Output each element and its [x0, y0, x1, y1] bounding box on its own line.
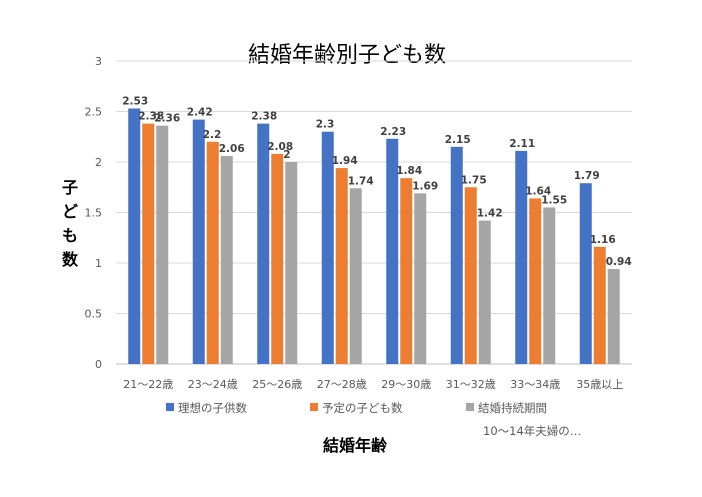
x-axis-categories: 21〜22歳 23〜24歳 25〜26歳 27〜28歳 29〜30歳 31〜32歳 33〜3…: [123, 378, 623, 391]
y-tick-label: 2: [95, 156, 102, 169]
x-axis-title: 結婚年齢: [323, 436, 388, 455]
data-label: 1.69: [412, 180, 438, 192]
y-axis-title-char: 数: [62, 250, 79, 269]
x-category-label: 33〜34歳: [510, 378, 560, 391]
x-category-label: 25〜26歳: [252, 378, 302, 391]
bar: [593, 246, 606, 364]
bar: [206, 141, 219, 364]
data-label: 2.38: [251, 111, 277, 123]
bar: [321, 131, 334, 364]
data-label: 2.2: [203, 129, 222, 141]
data-label: 2.15: [445, 134, 471, 146]
data-label: 1.94: [332, 155, 358, 167]
legend-swatch: [466, 403, 474, 411]
legend-label: 予定の子ども数: [322, 401, 403, 415]
bar: [271, 153, 284, 364]
x-category-label: 35歳以上: [576, 378, 623, 391]
data-label: 2.11: [509, 138, 535, 150]
x-category-label: 23〜24歳: [188, 378, 238, 391]
y-axis-title-char: も: [62, 226, 78, 245]
x-category-label: 31〜32歳: [446, 378, 496, 391]
bar: [285, 162, 298, 364]
y-tick-label: 3: [95, 55, 102, 68]
bar: [607, 269, 620, 364]
data-label: 1.75: [461, 174, 487, 186]
legend-swatch: [310, 403, 318, 411]
bar: [400, 178, 413, 364]
data-label: 2.23: [380, 126, 406, 138]
bar: [156, 125, 169, 364]
bar: [142, 123, 155, 365]
data-label: 1.79: [574, 170, 600, 182]
bar: [414, 193, 427, 364]
y-tick-label: 1: [95, 257, 102, 270]
data-label: 2: [283, 149, 290, 161]
bars: [128, 108, 620, 365]
y-tick-label: 0.5: [85, 308, 103, 321]
data-label: 2.53: [122, 95, 148, 107]
bar: [349, 188, 362, 364]
data-label: 1.55: [541, 194, 567, 206]
bar: [128, 108, 141, 364]
bar: [450, 146, 463, 364]
y-tick-label: 0: [95, 358, 102, 371]
bar: [386, 138, 399, 364]
y-tick-label: 2.5: [85, 106, 103, 119]
y-axis-title-char: 子: [62, 178, 78, 197]
bar: [529, 198, 542, 364]
y-axis-ticks: 0 0.5 1 1.5 2 2.5 3: [85, 55, 103, 371]
data-label: 2.08: [267, 141, 293, 153]
data-label: 2.38: [138, 111, 164, 123]
data-label: 1.74: [348, 175, 374, 187]
bar: [220, 155, 233, 364]
y-tick-label: 1.5: [85, 207, 103, 220]
data-label: 1.84: [396, 165, 422, 177]
x-category-label: 21〜22歳: [123, 378, 173, 391]
bar: [192, 119, 205, 364]
data-label: 1.42: [477, 208, 503, 220]
legend-label: 理想の子供数: [178, 401, 247, 415]
x-category-label: 27〜28歳: [317, 378, 367, 391]
data-label: 2.06: [219, 143, 245, 155]
data-label: 2.42: [187, 107, 213, 119]
bar: [335, 168, 348, 364]
data-labels: 2.532.382.362.422.22.062.382.0822.31.941…: [122, 95, 631, 268]
y-axis-title: 子ども数: [62, 178, 79, 269]
bar: [257, 123, 270, 365]
y-axis-title-char: ど: [62, 202, 78, 221]
bar: [464, 187, 477, 364]
x-category-label: 29〜30歳: [381, 378, 431, 391]
bar: [478, 220, 491, 364]
bar: [515, 150, 528, 364]
data-label: 0.94: [606, 256, 632, 268]
bar: [543, 207, 556, 364]
data-label: 2.3: [316, 119, 335, 131]
legend-swatch: [166, 403, 174, 411]
bar: [579, 183, 592, 364]
legend-label: 結婚持続期間: [478, 401, 547, 415]
chart-title: 結婚年齢別子ども数: [248, 43, 446, 68]
data-label: 1.64: [525, 185, 551, 197]
legend: 理想の子供数 予定の子ども数 結婚持続期間: [166, 401, 547, 415]
legend-overflow-text: 10〜14年夫婦の…: [483, 424, 581, 438]
data-label: 2.36: [154, 113, 180, 125]
data-label: 1.16: [590, 234, 616, 246]
